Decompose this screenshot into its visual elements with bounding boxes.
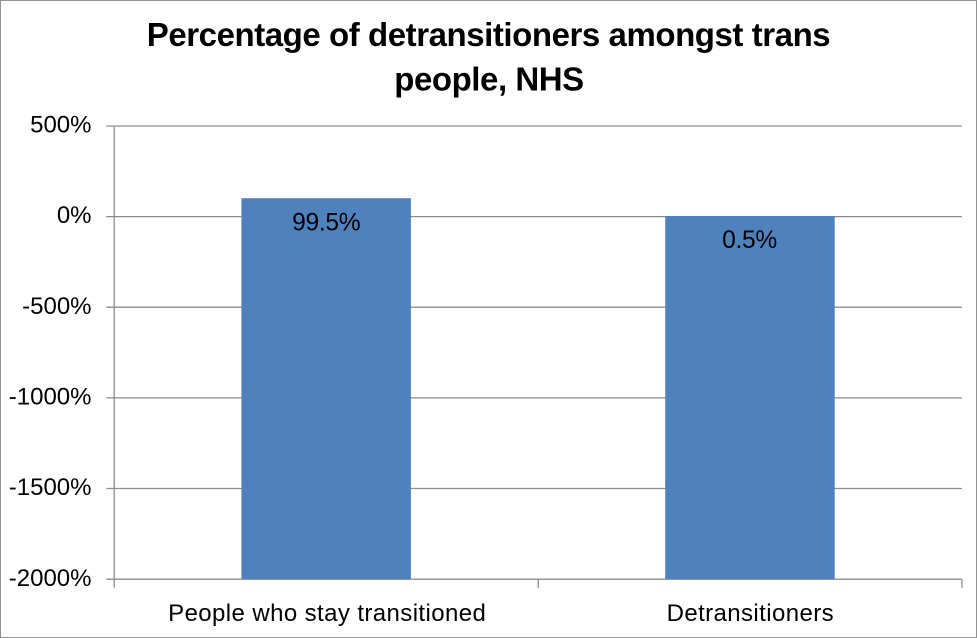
svg-text:People who stay transitioned: People who stay transitioned: [168, 600, 486, 627]
svg-text:0%: 0%: [57, 202, 92, 229]
svg-text:-1500%: -1500%: [9, 474, 92, 501]
svg-text:people, NHS: people, NHS: [394, 60, 584, 97]
svg-text:99.5%: 99.5%: [292, 209, 360, 236]
svg-text:Detransitioners: Detransitioners: [667, 600, 834, 627]
svg-text:Percentage of detransitioners: Percentage of detransitioners amongst tr…: [147, 16, 830, 53]
svg-text:-500%: -500%: [22, 293, 91, 320]
svg-text:-1000%: -1000%: [9, 384, 92, 411]
svg-text:-2000%: -2000%: [9, 565, 92, 592]
svg-text:500%: 500%: [30, 112, 91, 139]
svg-text:0.5%: 0.5%: [722, 227, 777, 254]
